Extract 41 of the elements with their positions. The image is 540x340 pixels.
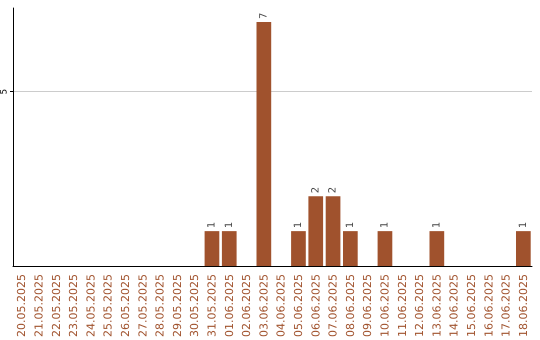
x-tick-label: 13.06.2025	[430, 274, 444, 338]
x-tick-label: 21.05.2025	[32, 274, 46, 338]
x-tick-label: 05.06.2025	[292, 274, 305, 338]
x-tick-label: 20.05.2025	[15, 274, 28, 338]
x-tick-label: 09.06.2025	[361, 274, 374, 338]
data-label: 1	[292, 222, 304, 228]
x-tick-label: 08.06.2025	[344, 274, 357, 338]
x-tick-label: 23.05.2025	[67, 274, 80, 338]
x-tick-label: 02.06.2025	[240, 274, 254, 338]
x-tick-label: 26.05.2025	[118, 274, 132, 338]
x-tick-label: 27.05.2025	[136, 274, 150, 338]
data-label: 7	[258, 12, 270, 19]
x-tick-label: 24.05.2025	[84, 274, 98, 338]
x-tick-label: 01.06.2025	[222, 274, 236, 338]
data-label: 1	[224, 222, 235, 228]
x-tick-label: 07.06.2025	[326, 274, 340, 338]
x-tick-label: 18.06.2025	[516, 274, 530, 338]
data-label: 1	[431, 222, 442, 228]
data-label: 1	[379, 222, 390, 228]
data-label: 2	[310, 186, 322, 194]
x-tick-label: 11.06.2025	[396, 274, 409, 338]
x-tick-label: 28.05.2025	[154, 274, 167, 338]
x-tick-label: 06.06.2025	[309, 274, 322, 338]
x-tick-label: 17.06.2025	[500, 274, 513, 338]
x-tick-label: 12.06.2025	[413, 274, 426, 338]
x-tick-label: 16.06.2025	[482, 274, 496, 338]
x-tick-label: 31.05.2025	[205, 274, 218, 338]
x-tick-label: 10.06.2025	[378, 274, 392, 338]
x-tick-label: 30.05.2025	[188, 274, 202, 338]
data-label: 1	[206, 222, 218, 228]
x-tick-label: 15.06.2025	[464, 274, 478, 338]
y-tick-label: 5	[0, 88, 10, 95]
x-tick-label: 25.05.2025	[102, 274, 115, 338]
x-tick-label: 04.06.2025	[274, 274, 288, 338]
x-tick-label: 22.05.2025	[50, 274, 63, 338]
x-tick-label: 03.06.2025	[257, 274, 270, 338]
data-label: 1	[344, 222, 356, 228]
data-label: 2	[328, 186, 339, 194]
x-tick-label: 14.06.2025	[448, 274, 461, 338]
data-label: 1	[518, 222, 529, 228]
x-tick-label: 29.05.2025	[170, 274, 184, 338]
